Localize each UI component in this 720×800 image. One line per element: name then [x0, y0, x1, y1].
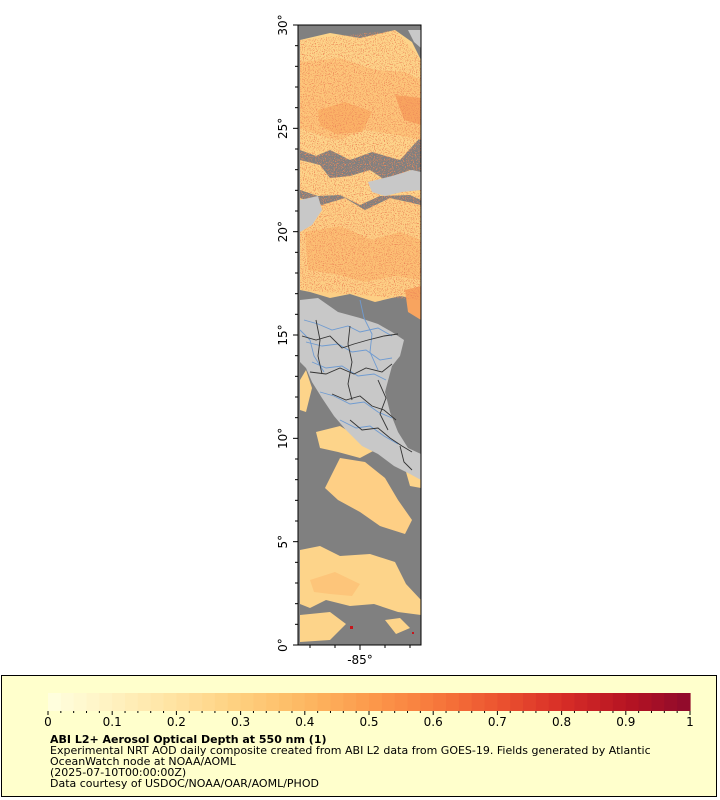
- colorbar-cell: [150, 693, 165, 711]
- lat-tick-label: 25°: [276, 118, 290, 139]
- map-svg: 30° 25° 20° 15° 10° 5° 0° -85°: [276, 14, 422, 667]
- colorbar-cell: [510, 693, 524, 711]
- colorbar-cell: [497, 693, 511, 711]
- legend-credit: Data courtesy of USDOC/NOAA/OAR/AOML/PHO…: [50, 777, 319, 790]
- colorbar-cell: [317, 693, 332, 711]
- colorbar-cell: [60, 693, 75, 711]
- lat-tick-label: 20°: [276, 221, 290, 242]
- colorbar-cell: [330, 693, 344, 711]
- colorbar-cell: [548, 693, 563, 711]
- colorbar-tick-label: 0.2: [167, 715, 186, 729]
- land: [300, 30, 421, 480]
- colorbar-tick-label: 0.3: [231, 715, 250, 729]
- colorbar-cell: [420, 693, 434, 711]
- colorbar-cell: [433, 693, 447, 711]
- colorbar-cell: [484, 693, 498, 711]
- colorbar-cell: [381, 693, 396, 711]
- colorbar-cell: [112, 693, 126, 711]
- colorbar-cell: [356, 693, 370, 711]
- colorbar-cell: [304, 693, 319, 711]
- colorbar-cell: [253, 693, 267, 711]
- map-content: [299, 30, 421, 642]
- colorbar: 0 0.1 0.2 0.3 0.4 0.5 0.6 0.7 0.8 0.9 1: [44, 693, 694, 729]
- colorbar-cell: [240, 693, 255, 711]
- colorbar-ticks: 0 0.1 0.2 0.3 0.4 0.5 0.6 0.7 0.8 0.9 1: [44, 711, 694, 729]
- colorbar-cell: [446, 693, 460, 711]
- colorbar-cell: [664, 693, 678, 711]
- colorbar-cell: [535, 693, 550, 711]
- colorbar-tick-label: 0.1: [103, 715, 122, 729]
- legend-title: ABI L2+ Aerosol Optical Depth at 550 nm …: [50, 733, 327, 746]
- colorbar-cell: [125, 693, 139, 711]
- colorbar-cell: [638, 693, 653, 711]
- colorbar-tick-label: 0.5: [359, 715, 378, 729]
- legend-description: Experimental NRT AOD daily composite cre…: [50, 744, 651, 757]
- colorbar-cell: [73, 693, 88, 711]
- country-borders: [301, 319, 413, 471]
- colorbar-cell: [407, 693, 421, 711]
- lat-tick-label: 15°: [276, 324, 290, 345]
- colorbar-tick-label: 0.7: [488, 715, 507, 729]
- legend-description-cont: OceanWatch node at NOAA/AOML: [50, 755, 236, 768]
- lon-tick-label: -85°: [347, 653, 373, 667]
- colorbar-cell: [600, 693, 614, 711]
- colorbar-cell: [279, 693, 293, 711]
- latitude-axis: 30° 25° 20° 15° 10° 5° 0°: [276, 14, 298, 652]
- colorbar-cell: [266, 693, 280, 711]
- colorbar-cell: [574, 693, 588, 711]
- lat-tick-label: 30°: [276, 14, 290, 35]
- colorbar-cell: [176, 693, 190, 711]
- colorbar-cell: [137, 693, 152, 711]
- colorbar-tick-label: 0.4: [295, 715, 314, 729]
- aod-field-south: [300, 426, 421, 642]
- colorbar-cell: [99, 693, 113, 711]
- colorbar-cell: [651, 693, 665, 711]
- colorbar-tick-label: 0.8: [552, 715, 571, 729]
- colorbar-tick-label: 0: [44, 715, 52, 729]
- colorbar-cell: [202, 693, 216, 711]
- aod-speckle: [300, 30, 421, 300]
- colorbar-tick-label: 0.9: [616, 715, 635, 729]
- colorbar-cell: [458, 693, 473, 711]
- colorbar-cell: [86, 693, 100, 711]
- colorbar-cell: [587, 693, 601, 711]
- longitude-axis: -85°: [309, 645, 411, 667]
- colorbar-cell: [471, 693, 486, 711]
- legend-timestamp: (2025-07-10T00:00:00Z): [50, 766, 187, 779]
- map-area: 30° 25° 20° 15° 10° 5° 0° -85°: [276, 14, 422, 667]
- colorbar-cell: [48, 693, 62, 711]
- colorbar-cell: [369, 693, 383, 711]
- colorbar-cell: [227, 693, 242, 711]
- colorbar-cell: [523, 693, 537, 711]
- colorbar-cell: [394, 693, 409, 711]
- aod-hotspots: [350, 626, 414, 634]
- colorbar-tick-label: 1: [686, 715, 694, 729]
- colorbar-cell: [625, 693, 640, 711]
- colorbar-cell: [189, 693, 203, 711]
- colorbar-cells: [48, 693, 691, 711]
- colorbar-cell: [291, 693, 306, 711]
- colorbar-cell: [214, 693, 229, 711]
- colorbar-cell: [561, 693, 576, 711]
- colorbar-cell: [163, 693, 177, 711]
- legend-panel: 0 0.1 0.2 0.3 0.4 0.5 0.6 0.7 0.8 0.9 1 ABI L2+ Ae…: [1, 675, 717, 797]
- colorbar-cell: [677, 693, 691, 711]
- lat-tick-label: 0°: [276, 638, 290, 652]
- colorbar-cell: [343, 693, 357, 711]
- colorbar-cell: [612, 693, 627, 711]
- colorbar-tick-label: 0.6: [424, 715, 443, 729]
- lat-tick-label: 10°: [276, 428, 290, 449]
- lat-tick-label: 5°: [276, 535, 290, 549]
